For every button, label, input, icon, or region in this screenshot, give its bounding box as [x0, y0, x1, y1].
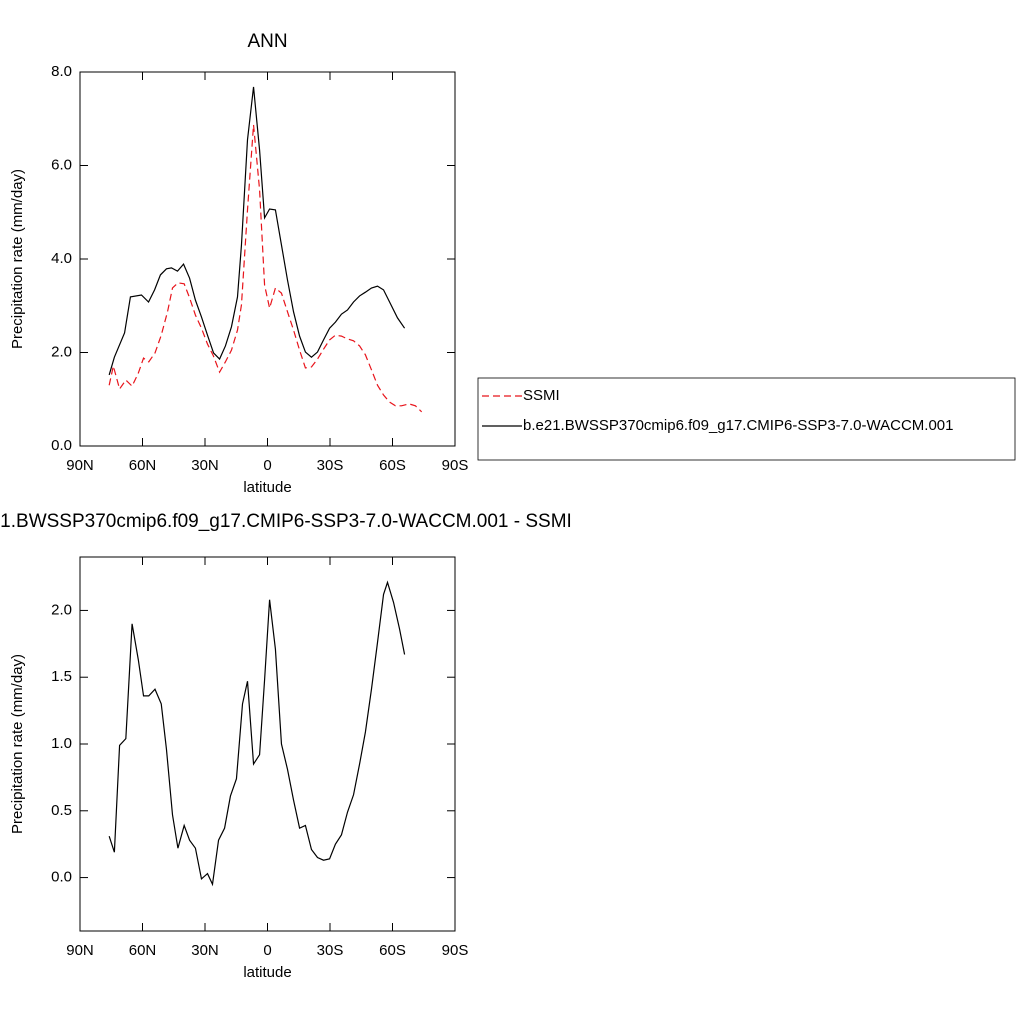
x-tick-label: 60S: [379, 942, 406, 959]
x-tick-label: 30S: [317, 942, 344, 959]
y-tick-label: 4.0: [51, 250, 72, 267]
x-tick-label: 30N: [191, 457, 219, 474]
data-line: [108, 580, 406, 887]
x-tick-label: 90S: [442, 457, 469, 474]
x-tick-label: 60N: [129, 457, 157, 474]
y-tick-label: 0.5: [51, 802, 72, 819]
plot: b.e21.BWSSP370cmip6.f09_g17.CMIP6-SSP3-7…: [0, 511, 572, 981]
chart-title: b.e21.BWSSP370cmip6.f09_g17.CMIP6-SSP3-7…: [0, 511, 572, 532]
x-tick-label: 30N: [191, 942, 219, 959]
y-tick-label: 8.0: [51, 63, 72, 80]
x-axis-label: latitude: [243, 479, 291, 496]
y-tick-label: 0.0: [51, 869, 72, 886]
y-tick-label: 0.0: [51, 437, 72, 454]
plot: ANN 90N 60N 30N 0 30S 60S 90S 0.0 2.0 4.0 6.0 8.0 lat…: [9, 31, 1016, 496]
x-tick-label: 90N: [66, 457, 94, 474]
plot-frame: [79, 556, 456, 932]
x-tick-label: 60S: [379, 457, 406, 474]
y-tick-label: 2.0: [51, 343, 72, 360]
y-axis-label: Precipitation rate (mm/day): [9, 169, 26, 349]
legend-label: b.e21.BWSSP370cmip6.f09_g17.CMIP6-SSP3-7…: [523, 417, 953, 434]
y-tick-label: 2.0: [51, 601, 72, 618]
y-tick-label: 1.0: [51, 735, 72, 752]
x-tick-label: 30S: [317, 457, 344, 474]
data-line: [108, 86, 406, 376]
legend: SSMI b.e21.BWSSP370cmip6.f09_g17.CMIP6-SS…: [477, 377, 1016, 461]
data-line: [108, 124, 423, 413]
y-axis-label: Precipitation rate (mm/day): [9, 654, 26, 834]
x-tick-label: 0: [263, 942, 271, 959]
y-tick-label: 6.0: [51, 156, 72, 173]
x-tick-label: 60N: [129, 942, 157, 959]
plot-frame: [79, 71, 456, 447]
x-tick-label: 90N: [66, 942, 94, 959]
x-tick-label: 90S: [442, 942, 469, 959]
x-tick-label: 0: [263, 457, 271, 474]
legend-label: SSMI: [523, 387, 560, 404]
chart-title: ANN: [247, 31, 287, 52]
legend-box: [477, 377, 1016, 461]
x-axis-label: latitude: [243, 964, 291, 981]
y-tick-label: 1.5: [51, 668, 72, 685]
